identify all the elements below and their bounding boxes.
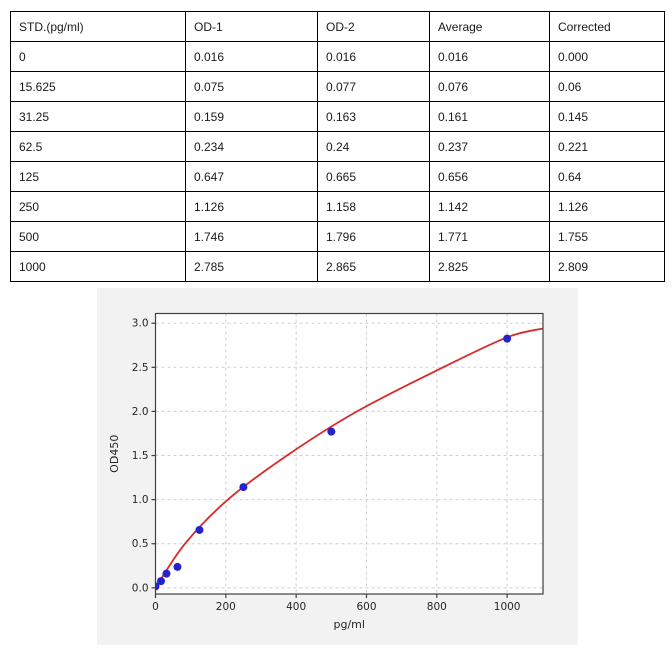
table-cell: 1.126 bbox=[549, 191, 665, 222]
x-tick-label: 800 bbox=[427, 601, 447, 613]
table-cell: 1.755 bbox=[549, 221, 665, 252]
y-tick-label: 1.5 bbox=[132, 450, 149, 462]
table-cell: 250 bbox=[10, 191, 186, 222]
table-cell: 1.142 bbox=[429, 191, 550, 222]
table-cell: 1.126 bbox=[185, 191, 318, 222]
table-cell: 0.016 bbox=[317, 41, 430, 72]
table-row: 500 1.746 1.796 1.771 1.755 bbox=[10, 221, 665, 252]
table-cell: 15.625 bbox=[10, 71, 186, 102]
axes-spines bbox=[154, 312, 544, 595]
table-cell: 0.234 bbox=[185, 131, 318, 162]
y-tick-label: 2.5 bbox=[132, 362, 149, 374]
data-points bbox=[155, 334, 512, 591]
fit-curve bbox=[155, 327, 543, 589]
data-point bbox=[239, 483, 248, 492]
tick-labels: 0 200 400 600 800 1000 0.0 0.5 1.0 1.5 2.0 2.5 3.0 bbox=[132, 318, 521, 613]
table-cell: 500 bbox=[10, 221, 186, 252]
table-cell: 0.221 bbox=[549, 131, 665, 162]
data-point bbox=[195, 525, 204, 534]
table-cell: 0.159 bbox=[185, 101, 318, 132]
y-axis-label: OD450 bbox=[108, 435, 121, 473]
data-point bbox=[503, 334, 512, 343]
y-tick-label: 0.0 bbox=[132, 582, 149, 594]
column-header: Corrected bbox=[549, 11, 665, 42]
table-cell: 2.825 bbox=[429, 251, 550, 282]
y-tick-label: 3.0 bbox=[132, 318, 149, 330]
table-cell: 1.746 bbox=[185, 221, 318, 252]
plot-area bbox=[155, 313, 543, 594]
table-cell: 1.796 bbox=[317, 221, 430, 252]
column-header: Average bbox=[429, 11, 550, 42]
data-point bbox=[162, 569, 171, 578]
table-cell: 0.647 bbox=[185, 161, 318, 192]
column-header: STD.(pg/ml) bbox=[10, 11, 186, 42]
standard-curve-figure: 0 200 400 600 800 1000 0.0 0.5 1.0 1.5 2.0 2.5 3.0 pg… bbox=[97, 288, 578, 645]
table-cell: 0 bbox=[10, 41, 186, 72]
table-cell: 0.665 bbox=[317, 161, 430, 192]
table-row: 250 1.126 1.158 1.142 1.126 bbox=[10, 191, 665, 222]
table-cell: 0.016 bbox=[429, 41, 550, 72]
table-cell: 62.5 bbox=[10, 131, 186, 162]
x-tick-label: 200 bbox=[216, 601, 236, 613]
table-cell: 0.016 bbox=[185, 41, 318, 72]
x-tick-label: 0 bbox=[152, 601, 159, 613]
table-cell: 125 bbox=[10, 161, 186, 192]
column-header: OD-1 bbox=[185, 11, 318, 42]
x-tick-label: 400 bbox=[286, 601, 306, 613]
table-cell: 0.06 bbox=[549, 71, 665, 102]
column-header: OD-2 bbox=[317, 11, 430, 42]
data-point bbox=[327, 427, 336, 436]
table-cell: 0.077 bbox=[317, 71, 430, 102]
standard-curve-chart: 0 200 400 600 800 1000 0.0 0.5 1.0 1.5 2.0 2.5 3.0 pg… bbox=[97, 288, 578, 645]
table-cell: 0.145 bbox=[549, 101, 665, 132]
table-row: 0 0.016 0.016 0.016 0.000 bbox=[10, 41, 665, 72]
table-cell: 0.656 bbox=[429, 161, 550, 192]
y-tick-label: 0.5 bbox=[132, 538, 149, 550]
data-point bbox=[156, 577, 165, 586]
table-row: 31.25 0.159 0.163 0.161 0.145 bbox=[10, 101, 665, 132]
table-row: 125 0.647 0.665 0.656 0.64 bbox=[10, 161, 665, 192]
data-point bbox=[173, 562, 182, 571]
data-point bbox=[155, 582, 160, 591]
table-header-row: STD.(pg/ml) OD-1 OD-2 Average Corrected bbox=[10, 11, 665, 42]
table-cell: 0.24 bbox=[317, 131, 430, 162]
table-cell: 0.161 bbox=[429, 101, 550, 132]
table-cell: 0.163 bbox=[317, 101, 430, 132]
table-cell: 2.865 bbox=[317, 251, 430, 282]
table-cell: 1000 bbox=[10, 251, 186, 282]
table-cell: 0.076 bbox=[429, 71, 550, 102]
table-row: 62.5 0.234 0.24 0.237 0.221 bbox=[10, 131, 665, 162]
table-row: 15.625 0.075 0.077 0.076 0.06 bbox=[10, 71, 665, 102]
table-cell: 2.785 bbox=[185, 251, 318, 282]
table-cell: 0.237 bbox=[429, 131, 550, 162]
table-cell: 0.075 bbox=[185, 71, 318, 102]
y-tick-label: 1.0 bbox=[132, 494, 149, 506]
x-tick-label: 1000 bbox=[494, 601, 521, 613]
table-row: 1000 2.785 2.865 2.825 2.809 bbox=[10, 251, 665, 282]
standards-table: STD.(pg/ml) OD-1 OD-2 Average Corrected 0 0.0… bbox=[10, 11, 665, 282]
x-tick-label: 600 bbox=[356, 601, 376, 613]
table-cell: 0.000 bbox=[549, 41, 665, 72]
tick-marks bbox=[151, 322, 508, 598]
table-cell: 1.771 bbox=[429, 221, 550, 252]
table-cell: 31.25 bbox=[10, 101, 186, 132]
table-cell: 1.158 bbox=[317, 191, 430, 222]
table-cell: 2.809 bbox=[549, 251, 665, 282]
x-axis-label: pg/ml bbox=[334, 618, 365, 631]
table-cell: 0.64 bbox=[549, 161, 665, 192]
y-tick-label: 2.0 bbox=[132, 406, 149, 418]
